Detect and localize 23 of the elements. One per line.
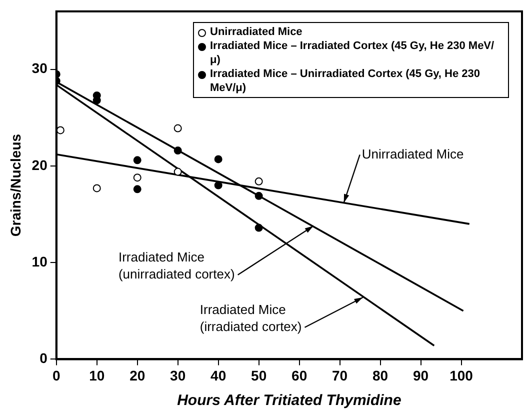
y-tick-label: 10 — [32, 253, 48, 270]
x-tick-label: 50 — [251, 367, 267, 384]
legend-label: Irradiated Mice – Unirradiated Cortex (45 Gy, He 230 MeV/μ) — [210, 67, 482, 95]
x-tick-label: 10 — [89, 367, 105, 384]
y-tick-label: 20 — [32, 156, 48, 173]
x-tick-label: 30 — [170, 367, 186, 384]
y-axis-title: Grains/Nucleus — [7, 134, 24, 237]
y-tick-label: 30 — [32, 60, 48, 76]
annotation: Irradiated Mice (irradiated cortex) — [200, 302, 302, 334]
x-tick-label: 70 — [332, 367, 348, 384]
y-tick-label: 0 — [40, 350, 48, 366]
x-axis-title: Hours After Tritiated Thymidine — [177, 392, 402, 410]
x-tick-label: 80 — [372, 367, 388, 384]
legend-label: Unirradiated Mice — [210, 25, 302, 39]
x-tick-label: 0 — [52, 367, 60, 384]
x-tick-label: 60 — [292, 367, 308, 384]
x-tick-label: 20 — [130, 367, 146, 384]
annotation: Unirradiated Mice — [362, 146, 464, 162]
x-tick-label: 100 — [450, 367, 474, 384]
x-tick-label: 90 — [412, 367, 429, 384]
legend-label: Irradiated Mice – Irradiated Cortex (45 Gy, He 230 MeV/μ) — [210, 39, 496, 67]
x-tick-label: 40 — [210, 367, 226, 384]
annotation: Irradiated Mice (unirradiated cortex) — [118, 249, 235, 282]
